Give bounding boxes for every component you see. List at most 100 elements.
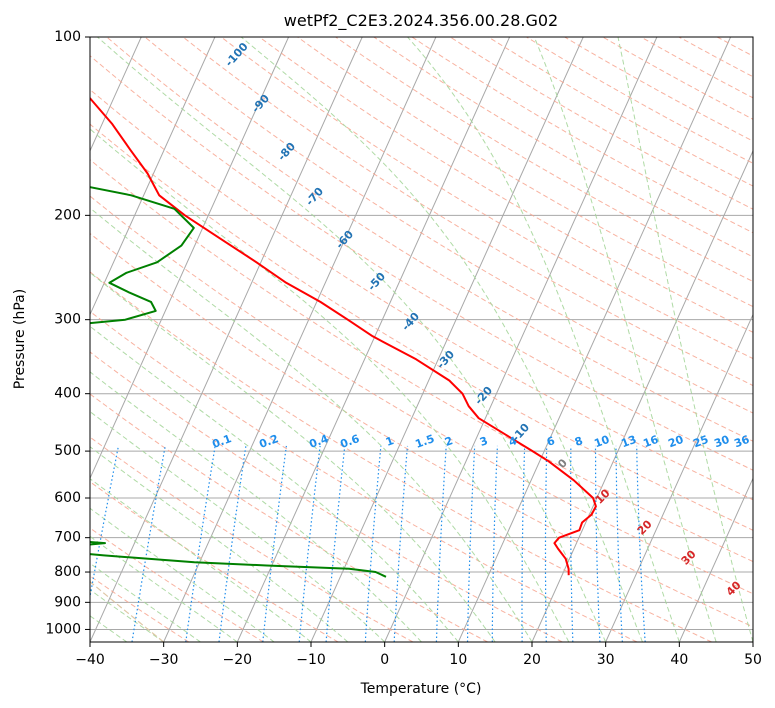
y-axis-label: Pressure (hPa)	[12, 289, 28, 389]
mixing-ratio-label: 36	[732, 433, 751, 451]
moist-adiabat-line	[97, 37, 607, 642]
dry-adiabat-line	[106, 37, 753, 442]
moist-adiabat-line	[617, 37, 753, 642]
isotherm-line	[90, 37, 290, 480]
mixing-ratio-line	[435, 445, 447, 642]
mixing-ratio-label: 30	[712, 433, 731, 451]
mixing-ratio-label: 1	[384, 434, 396, 449]
mixing-ratio-label: 16	[641, 433, 660, 451]
plot-background	[90, 37, 753, 642]
dry-adiabat-line	[90, 527, 264, 642]
isotherm-line	[90, 37, 142, 153]
isotherm-line	[531, 149, 753, 642]
isotherm-line	[90, 37, 216, 316]
ice-curve-line	[90, 580, 165, 642]
plot-area	[0, 37, 775, 642]
mixing-ratio-label: 4	[507, 434, 519, 449]
y-tick-label: 300	[54, 312, 81, 328]
x-tick-label: −10	[296, 652, 326, 668]
mixing-ratio-label: 20	[666, 433, 685, 451]
dry-adiabat-line	[90, 195, 753, 595]
isotherm-line	[752, 640, 753, 642]
mixing-ratio-label: 10	[592, 433, 611, 451]
y-tick-label: 500	[54, 443, 81, 459]
moist-adiabat-line	[90, 371, 422, 642]
mixing-ratio-line	[131, 445, 166, 642]
x-tick-label: −40	[75, 652, 105, 668]
x-tick-label: 30	[597, 652, 615, 668]
mixing-ratio-label: 25	[691, 433, 710, 450]
dry-adiabat-line	[297, 37, 753, 308]
mixing-ratio-line	[90, 445, 120, 600]
y-axis-ticks: 1000 900 800 700 600 500 400 300 200 100	[45, 29, 90, 637]
mixing-ratio-line	[218, 445, 247, 642]
dry-adiabat-line	[90, 310, 638, 642]
mixing-ratio-line	[466, 445, 476, 642]
moist-adiabat-line	[90, 478, 312, 642]
isotherm-line	[457, 37, 732, 642]
moist-adiabat-line	[90, 535, 238, 642]
mixing-ratio-label: 1.5	[413, 432, 436, 451]
moist-adiabat-line	[90, 128, 570, 642]
mixing-ratio-label: 0.6	[338, 432, 361, 451]
moist-adiabat-line	[407, 37, 680, 642]
mixing-ratio-label: 0.1	[210, 432, 233, 451]
mixing-ratio-line	[521, 445, 526, 642]
y-tick-label: 600	[54, 490, 81, 506]
dry-adiabat-line	[90, 351, 563, 642]
chart-title: wetPf2_C2E3.2024.356.00.28.G02	[284, 11, 558, 31]
dry-adiabat-line	[411, 37, 753, 234]
isotherm-line	[678, 477, 753, 642]
mixing-ratio-label: 0.4	[307, 432, 330, 451]
mixing-ratio-label: 13	[619, 433, 638, 450]
mixing-ratio-line	[393, 445, 409, 642]
dry-adiabat-line	[90, 88, 753, 501]
x-tick-label: 10	[449, 652, 467, 668]
moist-adiabat-line	[90, 562, 201, 642]
mixing-ratio-line	[570, 445, 574, 642]
isotherm-line	[236, 37, 511, 642]
mixing-ratio-line	[364, 445, 382, 642]
mixing-ratio-line	[298, 445, 321, 642]
moist-adiabat-line	[90, 207, 533, 642]
x-tick-label: 20	[523, 652, 541, 668]
mixing-ratio-label: 0.2	[257, 432, 280, 451]
moist-adiabats	[90, 37, 753, 642]
dry-adiabat-line	[90, 232, 753, 628]
moist-adiabat-line	[90, 271, 496, 642]
mixing-ratio-line	[262, 445, 287, 642]
dry-adiabat-line	[90, 159, 753, 563]
isotherm-line	[163, 37, 437, 642]
mixing-ratio-label: 3	[478, 434, 490, 449]
x-tick-label: 0	[380, 652, 389, 668]
mixing-ratio-line	[615, 445, 623, 642]
mixing-ratio-label: 6	[545, 434, 557, 449]
y-tick-label: 1000	[45, 621, 81, 637]
mixing-ratio-line	[594, 445, 601, 642]
y-tick-label: 800	[54, 564, 81, 580]
mixing-ratio-label: 8	[573, 434, 585, 449]
moist-adiabat-line	[90, 589, 164, 642]
moist-adiabat-line	[533, 37, 717, 642]
y-tick-label: 200	[54, 207, 81, 223]
y-tick-label: 900	[54, 594, 81, 610]
dry-adiabats	[90, 37, 775, 642]
isotherm-line	[0, 37, 68, 642]
mixing-ratio-line	[636, 445, 646, 642]
ice-saturation-curves	[90, 580, 165, 642]
y-tick-label: 700	[54, 530, 81, 546]
dry-adiabat-line	[220, 37, 753, 360]
x-axis-ticks: −40 −30 −20 −10 0 10 20 30 40 50	[75, 642, 762, 668]
x-tick-label: −20	[223, 652, 253, 668]
x-axis-label: Temperature (°C)	[360, 681, 482, 697]
y-tick-label: 400	[54, 386, 81, 402]
x-tick-label: 50	[744, 652, 762, 668]
isotherm-line	[384, 37, 658, 642]
y-tick-label: 100	[54, 29, 81, 45]
dry-adiabat-line	[182, 37, 753, 387]
dry-adiabat-line	[755, 37, 775, 642]
isotherm-line	[605, 313, 753, 642]
temperature-profile-line	[90, 96, 597, 576]
x-tick-label: −30	[149, 652, 179, 668]
